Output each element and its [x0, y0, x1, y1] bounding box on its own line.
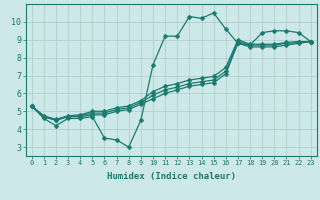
X-axis label: Humidex (Indice chaleur): Humidex (Indice chaleur): [107, 172, 236, 181]
